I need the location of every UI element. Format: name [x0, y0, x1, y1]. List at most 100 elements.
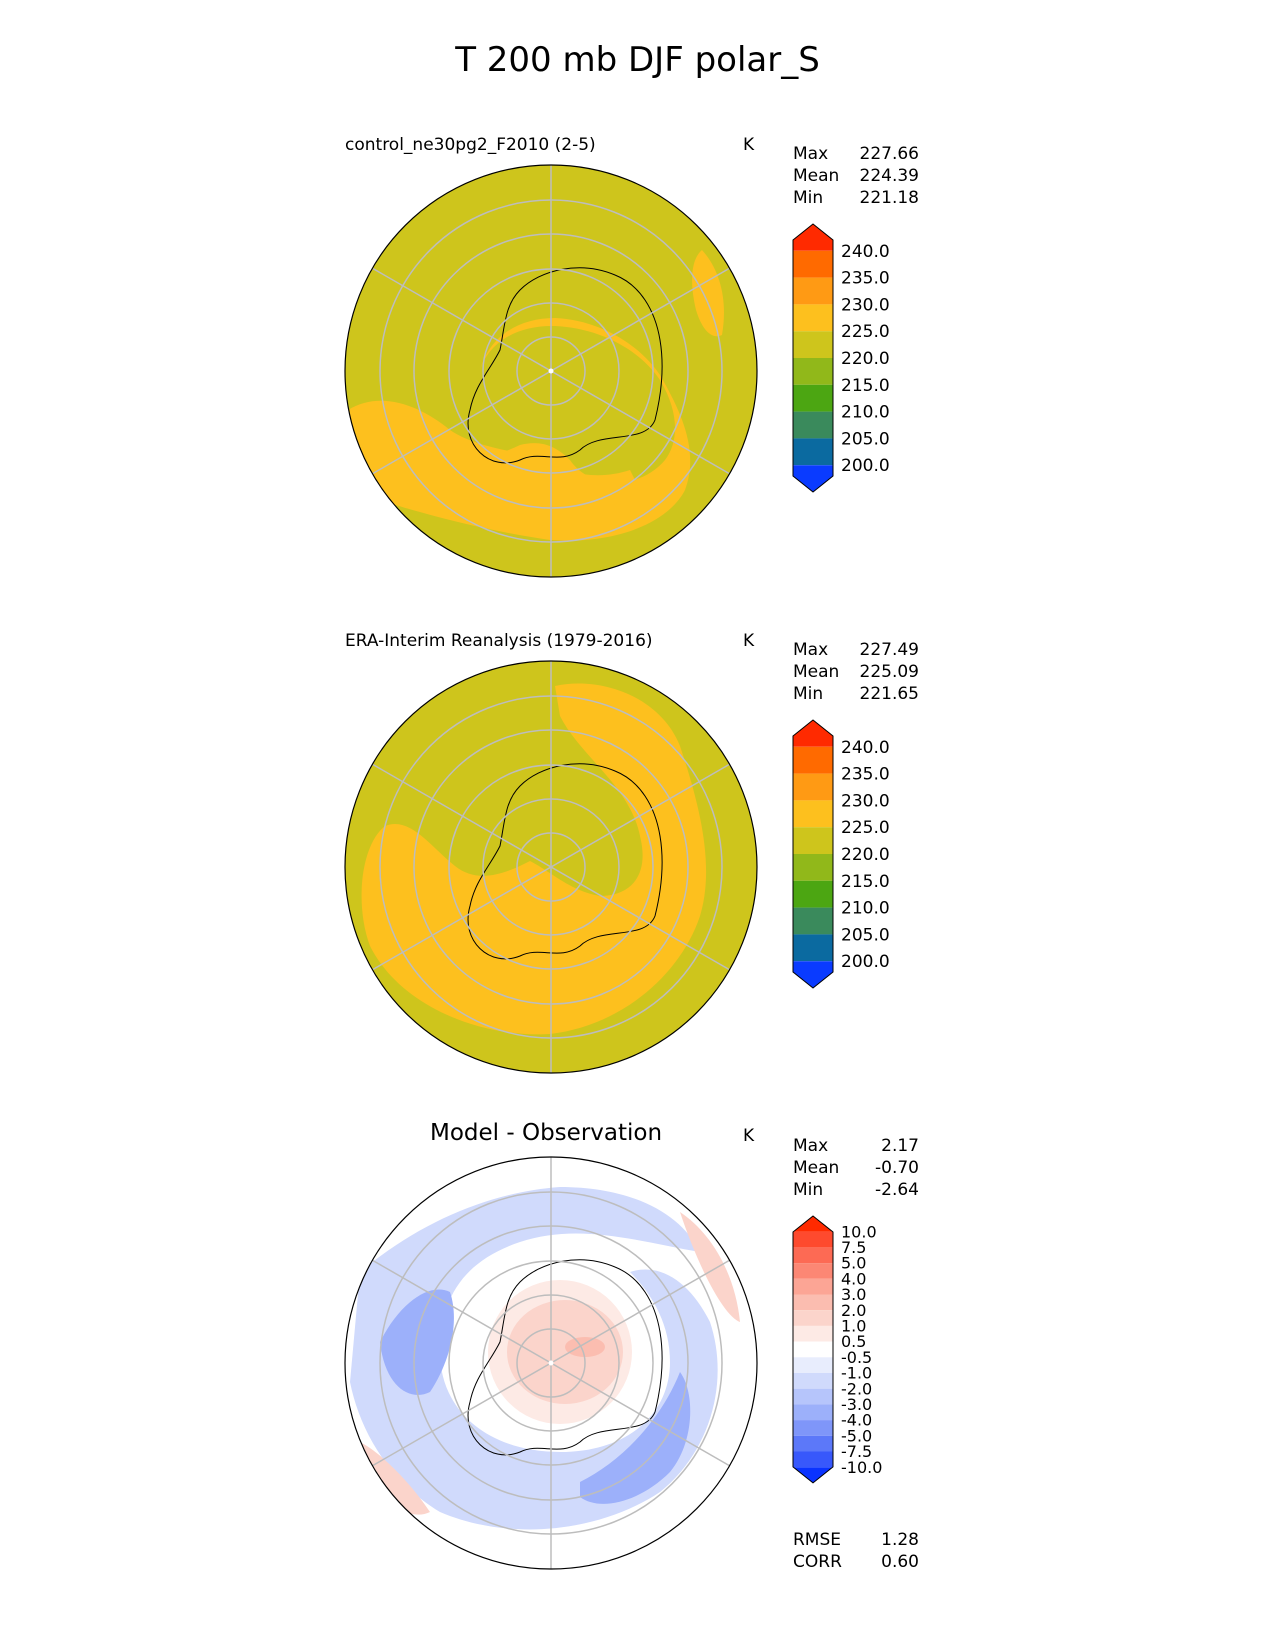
panel-3-colorbar-swatch	[793, 1420, 833, 1436]
panel-2-colorbar-tick-label: 230.0	[841, 791, 890, 811]
panel-3-map	[344, 1156, 758, 1570]
panel-1-colorbar-swatch	[793, 224, 833, 251]
panel-1-colorbar-tick-label: 200.0	[841, 456, 890, 476]
panel-3-field-pos-sw	[360, 1442, 430, 1515]
panel-3-colorbar-tick-label: 3.0	[841, 1285, 866, 1304]
panel-3-colorbar-swatch	[793, 1216, 833, 1232]
panel-3-colorbar-tick-label: -7.5	[841, 1442, 872, 1461]
panel-1-colorbar-tick-label: 240.0	[841, 242, 890, 262]
panel-3-colorbar-swatch	[793, 1341, 833, 1358]
panel-2-colorbar-tick-label: 200.0	[841, 952, 890, 972]
panel-2-title: ERA-Interim Reanalysis (1979-2016)	[345, 631, 653, 651]
panel-2-colorbar-swatch	[793, 773, 833, 801]
panel-3-stat-rmse: RMSE 1.28	[793, 1530, 919, 1550]
panel-1-colorbar-tick-label: 235.0	[841, 269, 890, 289]
panel-2-colorbar-swatch	[793, 880, 833, 908]
panel-2-stat-mean: Mean 225.09	[793, 662, 919, 682]
panel-3-colorbar-tick-label: 5.0	[841, 1254, 866, 1273]
panel-1-title: control_ne30pg2_F2010 (2-5)	[345, 135, 596, 155]
panel-2-colorbar-tick-label: 225.0	[841, 818, 890, 838]
panel-3-colorbar-tick-label: -0.5	[841, 1348, 872, 1367]
panel-1-colorbar-swatch	[793, 411, 833, 439]
panel-2-colorbar-tick-label: 240.0	[841, 738, 890, 758]
panel-3-colorbar-swatch	[793, 1404, 833, 1421]
panel-1-colorbar-tick-label: 230.0	[841, 295, 890, 315]
panel-3-colorbar: 10.07.55.04.03.02.01.00.5-0.5-1.0-2.0-3.…	[792, 1215, 882, 1484]
panel-2-colorbar-swatch	[793, 934, 833, 962]
panel-3-colorbar-tick-label: 10.0	[841, 1222, 877, 1241]
panel-3-stat-mean: Mean -0.70	[793, 1158, 919, 1178]
panel-3-colorbar-swatch	[793, 1310, 833, 1326]
panel-2-colorbar: 240.0 235.0 230.0 225.0 220.0 215.0 210.0 205.0…	[792, 719, 890, 989]
panel-1-colorbar-swatch	[793, 438, 833, 466]
panel-2-colorbar-tick-label: 210.0	[841, 899, 890, 919]
panel-1-colorbar-tick-label: 215.0	[841, 376, 890, 396]
panel-3-colorbar-swatch	[793, 1451, 833, 1468]
panel-2-colorbar-swatch	[793, 854, 833, 881]
panel-1-field-warm-east	[692, 250, 724, 337]
panel-1-coastline	[467, 267, 663, 464]
panel-3-colorbar-tick-label: -10.0	[841, 1458, 882, 1477]
panel-2-units: K	[743, 631, 755, 651]
panel-3-stat-corr: CORR 0.60	[793, 1552, 919, 1572]
panel-1-colorbar-tick-label: 205.0	[841, 429, 890, 449]
panel-3-colorbar-swatch	[793, 1278, 833, 1295]
panel-2-colorbar-swatch	[793, 907, 833, 935]
panel-2-map	[344, 660, 758, 1074]
panel-3-coastline	[467, 1259, 663, 1456]
panel-2-colorbar-swatch	[793, 800, 833, 828]
panel-3-stat-min: Min -2.64	[793, 1180, 919, 1200]
panel-3-colorbar-swatch	[793, 1373, 833, 1389]
panel-2-colorbar-swatch	[793, 720, 833, 747]
panel-3-colorbar-swatch	[793, 1231, 833, 1248]
panel-3-colorbar-tick-label: 4.0	[841, 1269, 866, 1288]
panel-2-coastline	[467, 763, 663, 960]
panel-3-colorbar-tick-label: 1.0	[841, 1317, 866, 1336]
panel-1-stat-min: Min 221.18	[793, 188, 919, 208]
panel-1-colorbar-swatch	[793, 384, 833, 412]
panel-2-colorbar-tick-label: 235.0	[841, 765, 890, 785]
panel-1-colorbar-tick-label: 210.0	[841, 403, 890, 423]
panel-2-colorbar-tick-label: 220.0	[841, 845, 890, 865]
panel-3-colorbar-swatch	[793, 1247, 833, 1264]
panel-1-colorbar-tick-label: 220.0	[841, 349, 890, 369]
panel-3-colorbar-tick-label: 2.0	[841, 1301, 866, 1320]
panel-3-field-pos-1	[507, 1300, 623, 1404]
panel-2-stat-max: Max 227.49	[793, 640, 919, 660]
panel-1-stat-mean: Mean 224.39	[793, 166, 919, 186]
panel-1-field-warm-band	[348, 400, 640, 516]
panel-3-colorbar-tick-label: -4.0	[841, 1411, 872, 1430]
panel-3-field-neg-3b	[580, 1372, 691, 1504]
panel-3-field-pos-2	[565, 1337, 605, 1357]
panel-2-stat-min: Min 221.65	[793, 684, 919, 704]
panel-2-gridlines	[371, 661, 731, 1073]
panel-1-units: K	[743, 135, 755, 155]
panel-2-colorbar-swatch	[793, 961, 833, 988]
panel-3-colorbar-swatch	[793, 1294, 833, 1311]
panel-3-colorbar-tick-label: -1.0	[841, 1364, 872, 1383]
panel-3-colorbar-swatch	[793, 1466, 833, 1483]
panel-1-colorbar-tick-label: 225.0	[841, 322, 890, 342]
panel-1-colorbar-swatch	[793, 465, 833, 492]
panel-1-stat-max: Max 227.66	[793, 144, 919, 164]
panel-2-colorbar-tick-label: 205.0	[841, 925, 890, 945]
panel-2-colorbar-swatch	[793, 827, 833, 854]
panel-3-colorbar-swatch	[793, 1357, 833, 1373]
panel-1-colorbar-swatch	[793, 358, 833, 385]
panel-3-colorbar-tick-label: -5.0	[841, 1426, 872, 1445]
panel-1-colorbar-swatch	[793, 250, 833, 278]
panel-3-stat-max: Max 2.17	[793, 1136, 919, 1156]
panel-2-colorbar-swatch	[793, 746, 833, 774]
panel-3-colorbar-swatch	[793, 1263, 833, 1279]
panel-3-colorbar-tick-label: -3.0	[841, 1395, 872, 1414]
panel-3-colorbar-swatch	[793, 1325, 833, 1342]
panel-3-field-pos-ne	[680, 1212, 740, 1322]
panel-3-field-neg-1	[350, 1187, 718, 1530]
panel-2-field-warm	[361, 683, 707, 1035]
panel-3-title: Model - Observation	[430, 1120, 663, 1146]
panel-1-colorbar: 240.0 235.0 230.0 225.0 220.0 215.0 210.0 205.0…	[792, 223, 890, 493]
figure-title: T 200 mb DJF polar_S	[455, 40, 820, 80]
panel-3-colorbar-tick-label: 7.5	[841, 1238, 866, 1257]
panel-3-units: K	[743, 1126, 755, 1146]
panel-1-colorbar-swatch	[793, 277, 833, 305]
